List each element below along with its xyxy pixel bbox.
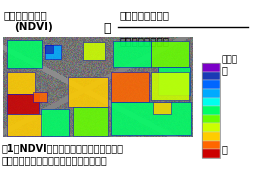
Bar [151, 41, 189, 67]
Text: 近赤外光＋赤色光: 近赤外光＋赤色光 [120, 36, 170, 46]
Bar [111, 102, 191, 135]
Bar [7, 114, 43, 136]
Bar [45, 45, 53, 53]
Bar [7, 72, 35, 94]
Bar [202, 63, 220, 158]
Bar [68, 77, 108, 107]
Bar [202, 132, 220, 141]
Bar [113, 41, 151, 67]
Text: 多: 多 [222, 65, 228, 75]
Text: 含水率: 含水率 [222, 55, 238, 64]
Bar [158, 67, 190, 95]
Bar [33, 92, 47, 102]
Bar [202, 115, 220, 123]
Bar [202, 98, 220, 106]
Bar [83, 42, 105, 60]
Bar [202, 141, 220, 149]
Bar [202, 80, 220, 89]
Text: 図1　NDVIの算定式と既存小麦収穫作業: 図1 NDVIの算定式と既存小麦収穫作業 [2, 143, 124, 153]
Bar [3, 37, 193, 137]
Bar [202, 123, 220, 132]
Bar [202, 106, 220, 115]
Text: 少: 少 [222, 144, 228, 154]
Bar [73, 107, 108, 136]
Text: (NDVI): (NDVI) [14, 22, 53, 32]
Bar [41, 109, 69, 136]
Bar [7, 40, 42, 68]
Bar [111, 72, 149, 102]
Bar [151, 72, 189, 100]
Bar [202, 89, 220, 98]
Bar [45, 45, 61, 59]
Bar [7, 94, 39, 114]
Text: 近赤外光－赤色光: 近赤外光－赤色光 [120, 10, 170, 20]
Text: 正規化植生指数: 正規化植生指数 [3, 10, 47, 20]
Bar [153, 102, 171, 114]
Text: システムに利用される相対比較用マップ: システムに利用される相対比較用マップ [2, 155, 108, 165]
Bar [202, 72, 220, 80]
Bar [202, 149, 220, 158]
Text: ＝: ＝ [103, 22, 110, 35]
Bar [202, 63, 220, 72]
